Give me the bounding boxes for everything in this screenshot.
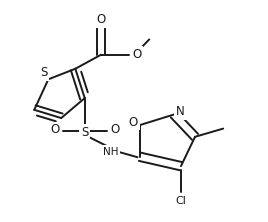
- Text: N: N: [175, 105, 184, 118]
- Text: S: S: [40, 66, 47, 79]
- Text: O: O: [132, 48, 142, 61]
- Text: Cl: Cl: [176, 196, 186, 206]
- Text: O: O: [129, 116, 138, 129]
- Text: NH: NH: [103, 147, 118, 157]
- Text: O: O: [51, 123, 60, 136]
- Text: O: O: [110, 123, 119, 136]
- Text: O: O: [96, 13, 106, 26]
- Text: S: S: [81, 126, 88, 139]
